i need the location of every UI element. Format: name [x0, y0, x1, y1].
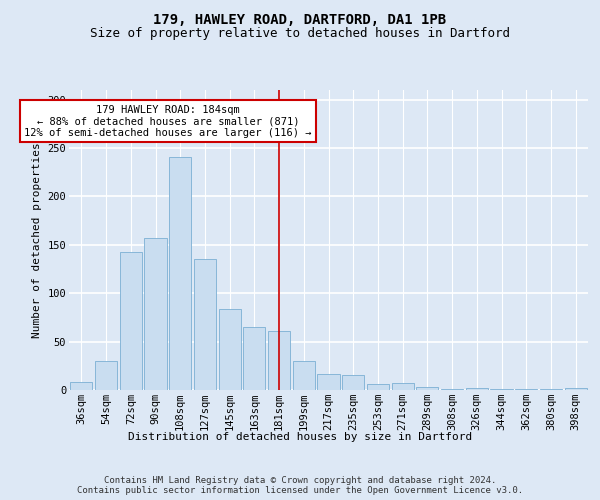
Bar	[367, 384, 389, 390]
Bar	[145, 238, 167, 390]
Bar	[441, 389, 463, 390]
Text: 179 HAWLEY ROAD: 184sqm
← 88% of detached houses are smaller (871)
12% of semi-d: 179 HAWLEY ROAD: 184sqm ← 88% of detache…	[24, 104, 311, 138]
Bar	[565, 388, 587, 390]
Bar	[342, 374, 364, 390]
Bar	[243, 327, 265, 390]
Bar	[416, 387, 439, 390]
Bar	[392, 383, 414, 390]
Text: Contains HM Land Registry data © Crown copyright and database right 2024.
Contai: Contains HM Land Registry data © Crown c…	[77, 476, 523, 495]
Text: Distribution of detached houses by size in Dartford: Distribution of detached houses by size …	[128, 432, 472, 442]
Y-axis label: Number of detached properties: Number of detached properties	[32, 142, 42, 338]
Text: Size of property relative to detached houses in Dartford: Size of property relative to detached ho…	[90, 28, 510, 40]
Bar	[119, 252, 142, 390]
Bar	[515, 389, 538, 390]
Bar	[95, 361, 117, 390]
Bar	[194, 260, 216, 390]
Text: 179, HAWLEY ROAD, DARTFORD, DA1 1PB: 179, HAWLEY ROAD, DARTFORD, DA1 1PB	[154, 12, 446, 26]
Bar	[540, 389, 562, 390]
Bar	[293, 361, 315, 390]
Bar	[70, 382, 92, 390]
Bar	[466, 388, 488, 390]
Bar	[317, 374, 340, 390]
Bar	[268, 331, 290, 390]
Bar	[218, 308, 241, 390]
Bar	[490, 389, 512, 390]
Bar	[169, 157, 191, 390]
